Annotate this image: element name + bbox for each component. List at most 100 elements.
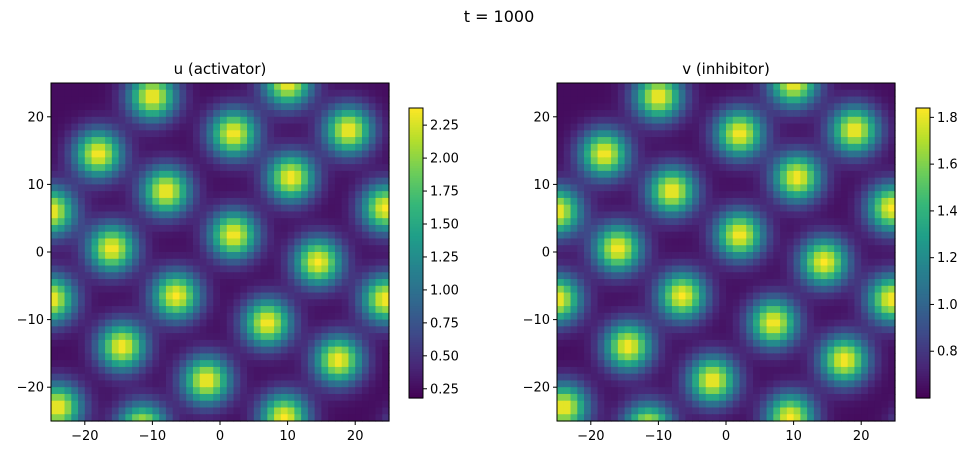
heatmap-cell: [341, 238, 350, 246]
heatmap-cell: [584, 130, 592, 138]
heatmap-cell: [834, 373, 842, 382]
heatmap-cell: [705, 339, 714, 348]
heatmap-cell: [375, 414, 383, 422]
heatmap-cell: [328, 231, 336, 240]
heatmap-cell: [739, 83, 747, 91]
heatmap-cell: [813, 373, 822, 382]
heatmap-cell: [712, 272, 720, 280]
heatmap-cell: [348, 231, 356, 240]
heatmap-cell: [145, 319, 153, 327]
heatmap-cell: [172, 89, 181, 98]
heatmap-cell: [355, 407, 363, 415]
heatmap-cell: [368, 326, 377, 334]
heatmap-cell: [186, 292, 194, 300]
heatmap-cell: [172, 407, 181, 415]
heatmap-cell: [111, 116, 120, 125]
heatmap-cell: [773, 204, 781, 213]
heatmap-cell: [678, 393, 687, 402]
heatmap-cell: [665, 238, 673, 246]
heatmap-cell: [361, 143, 370, 152]
heatmap-cell: [590, 130, 599, 138]
heatmap-cell: [84, 191, 93, 199]
heatmap-cell: [64, 346, 72, 354]
heatmap-cell: [314, 299, 322, 307]
heatmap-cell: [321, 252, 329, 260]
heatmap-cell: [375, 137, 383, 145]
heatmap-cell: [726, 164, 734, 172]
heatmap-cell: [57, 103, 66, 111]
heatmap-cell: [341, 387, 350, 395]
heatmap-cell: [294, 400, 302, 409]
heatmap-cell: [726, 299, 734, 307]
heatmap-cell: [138, 211, 147, 219]
heatmap-cell: [631, 272, 639, 280]
heatmap-cell: [125, 312, 133, 321]
heatmap-cell: [746, 197, 754, 206]
heatmap-cell: [375, 299, 383, 307]
heatmap-cell: [51, 143, 59, 152]
heatmap-cell: [98, 137, 106, 145]
heatmap-cell: [665, 366, 673, 375]
heatmap-cell: [773, 96, 781, 104]
heatmap-cell: [192, 312, 201, 321]
heatmap-cell: [617, 218, 626, 226]
heatmap-cell: [786, 292, 795, 300]
heatmap-cell: [220, 272, 228, 280]
heatmap-cell: [678, 366, 687, 375]
heatmap-cell: [854, 373, 862, 382]
heatmap-cell: [726, 252, 734, 260]
heatmap-cell: [726, 197, 734, 206]
heatmap-cell: [260, 177, 268, 185]
heatmap-cell: [881, 238, 889, 246]
heatmap-cell: [557, 292, 565, 300]
heatmap-cell: [597, 116, 605, 125]
heatmap-cell: [671, 218, 680, 226]
heatmap-cell: [84, 333, 93, 341]
heatmap-cell: [382, 184, 390, 192]
heatmap-cell: [847, 184, 856, 192]
heatmap-cell: [665, 83, 673, 91]
heatmap-cell: [658, 184, 666, 192]
heatmap-cell: [658, 204, 666, 213]
heatmap-cell: [111, 339, 120, 348]
heatmap-cell: [253, 312, 262, 321]
heatmap-cell: [199, 326, 208, 334]
heatmap-cell: [834, 110, 842, 118]
heatmap-cell: [692, 366, 700, 375]
heatmap-cell: [348, 373, 356, 382]
heatmap-cell: [57, 197, 66, 206]
heatmap-cell: [867, 373, 876, 382]
heatmap-cell: [557, 360, 565, 368]
heatmap-cell: [712, 319, 720, 327]
heatmap-cell: [111, 130, 120, 138]
heatmap-cell: [91, 292, 99, 300]
heatmap-cell: [590, 123, 599, 131]
heatmap-cell: [368, 299, 377, 307]
heatmap-cell: [678, 211, 687, 219]
heatmap-cell: [334, 204, 343, 213]
heatmap-cell: [253, 231, 262, 240]
heatmap-cell: [557, 366, 565, 375]
heatmap-cell: [361, 373, 370, 382]
heatmap-cell: [91, 110, 99, 118]
heatmap-cell: [732, 306, 741, 314]
heatmap-cell: [753, 238, 761, 246]
heatmap-cell: [570, 339, 578, 348]
heatmap-cell: [638, 387, 646, 395]
heatmap-cell: [753, 373, 761, 382]
colorbar-segment: [409, 378, 423, 382]
heatmap-cell: [314, 252, 322, 260]
heatmap-cell: [348, 407, 356, 415]
heatmap-cell: [118, 299, 126, 307]
heatmap-cell: [631, 83, 639, 91]
heatmap-cell: [307, 285, 316, 294]
heatmap-cell: [179, 184, 187, 192]
heatmap-cell: [786, 346, 795, 354]
heatmap-cell: [577, 137, 585, 145]
heatmap-cell: [321, 326, 329, 334]
heatmap-cell: [145, 204, 153, 213]
heatmap-cell: [98, 96, 106, 104]
heatmap-cell: [220, 360, 228, 368]
heatmap-cell: [766, 211, 774, 219]
heatmap-cell: [800, 238, 808, 246]
